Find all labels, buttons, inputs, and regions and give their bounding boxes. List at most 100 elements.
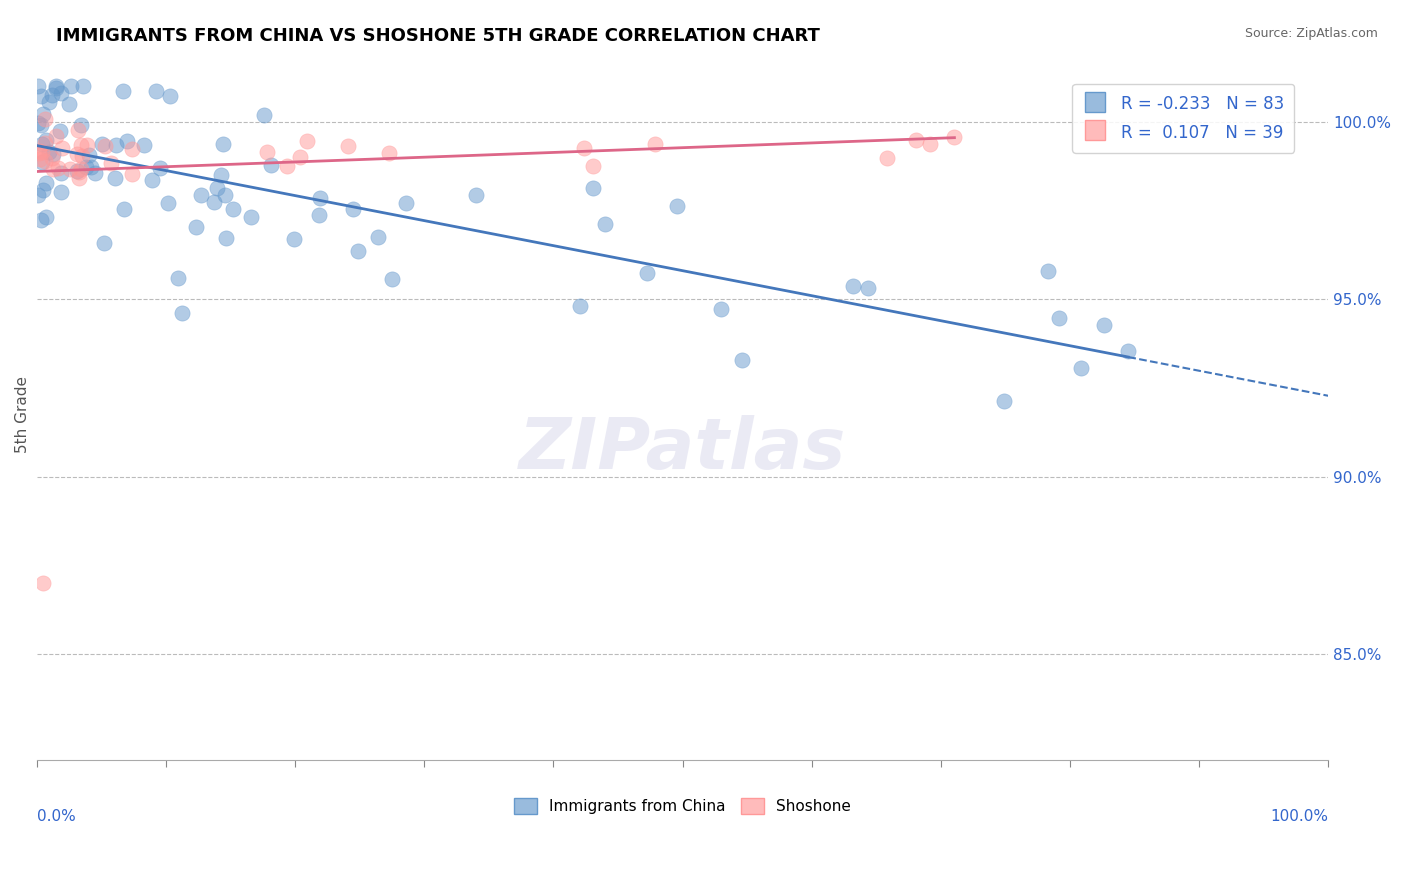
Point [876,151,898,165]
Point [856,280,879,294]
Point [117,134,139,148]
Point [31,136,53,151]
Point [34,136,56,151]
Point [41,151,63,165]
Point [51,166,73,180]
Point [35,177,58,191]
Point [30,89,52,103]
Point [184,220,207,235]
Point [582,181,605,195]
Point [190,188,212,202]
Point [34,153,56,168]
Point [149,161,172,175]
Point [1047,310,1070,325]
Point [77,148,100,162]
Point [70,149,93,163]
Point [91,137,114,152]
Point [288,150,311,164]
Point [842,279,865,293]
Point [27,79,49,94]
Point [346,244,368,259]
Point [41,87,63,102]
Point [59,79,82,94]
Point [1092,318,1115,332]
Point [167,271,190,285]
Point [253,108,276,122]
Point [59,162,82,177]
Point [45,79,67,94]
Point [918,137,941,152]
Point [31,107,53,121]
Point [70,118,93,132]
Point [1118,343,1140,358]
Point [256,145,278,159]
Point [381,271,404,285]
Point [111,84,134,98]
Point [283,232,305,246]
Point [28,153,51,167]
Point [104,138,127,153]
Point [66,164,89,178]
Point [104,171,127,186]
Point [76,137,98,152]
Point [32,183,55,197]
Point [83,166,105,180]
Point [636,267,658,281]
Point [259,158,281,172]
Point [93,236,115,251]
Point [710,302,733,317]
Point [31,145,53,160]
Point [209,168,232,182]
Point [75,160,97,174]
Point [295,134,318,148]
Point [593,217,616,231]
Point [27,116,49,130]
Legend: Immigrants from China, Shoshone: Immigrants from China, Shoshone [506,790,859,822]
Point [157,196,180,211]
Point [45,81,67,95]
Point [70,137,93,152]
Point [240,210,263,224]
Point [100,155,122,169]
Point [30,213,52,227]
Point [28,145,51,159]
Point [943,129,966,144]
Point [568,299,591,313]
Point [205,181,228,195]
Point [572,140,595,154]
Point [38,95,60,110]
Point [45,129,67,144]
Text: 100.0%: 100.0% [1270,809,1329,824]
Point [121,142,143,156]
Text: IMMIGRANTS FROM CHINA VS SHOSHONE 5TH GRADE CORRELATION CHART: IMMIGRANTS FROM CHINA VS SHOSHONE 5TH GR… [56,27,820,45]
Point [112,202,135,216]
Point [904,133,927,147]
Point [145,84,167,98]
Point [170,305,193,319]
Point [31,576,53,591]
Point [46,161,69,175]
Point [1070,361,1092,376]
Point [141,173,163,187]
Point [94,139,117,153]
Point [67,171,90,186]
Point [51,141,73,155]
Point [211,137,233,152]
Point [66,146,89,161]
Point [30,118,52,132]
Point [308,208,330,222]
Point [35,133,58,147]
Point [49,186,72,200]
Point [367,229,389,244]
Point [58,97,80,112]
Text: ZIPatlas: ZIPatlas [519,415,846,483]
Point [67,165,90,179]
Point [342,202,364,217]
Point [159,88,181,103]
Point [80,160,103,174]
Point [72,79,94,94]
Point [38,145,60,159]
Point [35,210,58,224]
Point [665,199,688,213]
Point [309,191,332,205]
